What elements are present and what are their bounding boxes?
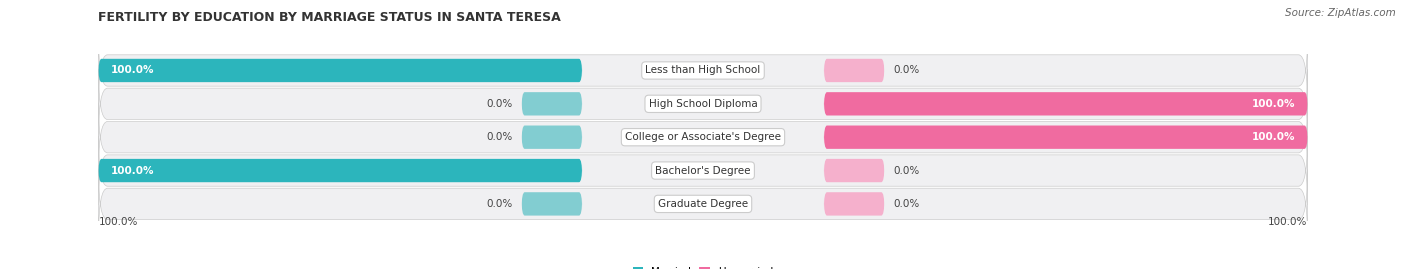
FancyBboxPatch shape [522,126,582,149]
FancyBboxPatch shape [98,103,1308,172]
Text: Bachelor's Degree: Bachelor's Degree [655,165,751,176]
FancyBboxPatch shape [98,36,1308,105]
Text: 100.0%: 100.0% [111,165,155,176]
Text: 100.0%: 100.0% [111,65,155,76]
Text: 0.0%: 0.0% [486,199,513,209]
FancyBboxPatch shape [824,92,1308,115]
Text: 100.0%: 100.0% [1268,217,1308,227]
FancyBboxPatch shape [824,59,884,82]
Legend: Married, Unmarried: Married, Unmarried [630,265,776,269]
Text: 100.0%: 100.0% [1251,132,1295,142]
FancyBboxPatch shape [824,192,884,215]
FancyBboxPatch shape [98,59,582,82]
Text: FERTILITY BY EDUCATION BY MARRIAGE STATUS IN SANTA TERESA: FERTILITY BY EDUCATION BY MARRIAGE STATU… [98,11,561,24]
Text: 0.0%: 0.0% [893,65,920,76]
FancyBboxPatch shape [98,69,1308,138]
FancyBboxPatch shape [522,192,582,215]
Text: Less than High School: Less than High School [645,65,761,76]
Text: 100.0%: 100.0% [98,217,138,227]
FancyBboxPatch shape [98,136,1308,205]
Text: High School Diploma: High School Diploma [648,99,758,109]
Text: 100.0%: 100.0% [1251,99,1295,109]
Text: 0.0%: 0.0% [486,132,513,142]
FancyBboxPatch shape [98,169,1308,238]
Text: Source: ZipAtlas.com: Source: ZipAtlas.com [1285,8,1396,18]
FancyBboxPatch shape [98,159,582,182]
Text: 0.0%: 0.0% [893,165,920,176]
FancyBboxPatch shape [824,126,1308,149]
Text: Graduate Degree: Graduate Degree [658,199,748,209]
Text: 0.0%: 0.0% [486,99,513,109]
FancyBboxPatch shape [522,92,582,115]
Text: College or Associate's Degree: College or Associate's Degree [626,132,780,142]
Text: 0.0%: 0.0% [893,199,920,209]
FancyBboxPatch shape [824,159,884,182]
